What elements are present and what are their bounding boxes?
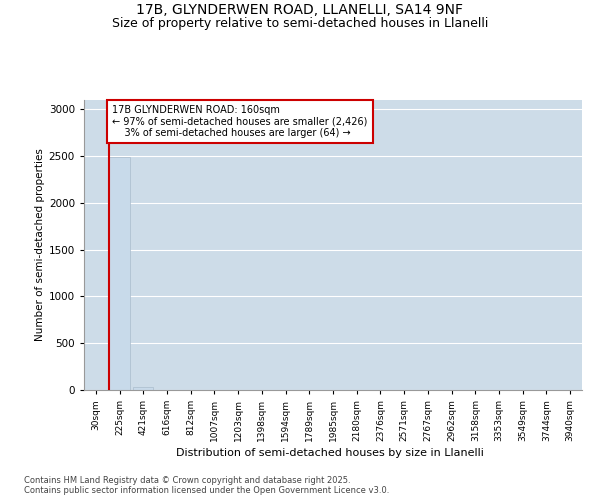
Text: 17B GLYNDERWEN ROAD: 160sqm
← 97% of semi-detached houses are smaller (2,426)
  : 17B GLYNDERWEN ROAD: 160sqm ← 97% of sem… bbox=[112, 104, 368, 138]
Text: Contains HM Land Registry data © Crown copyright and database right 2025.
Contai: Contains HM Land Registry data © Crown c… bbox=[24, 476, 389, 495]
Y-axis label: Number of semi-detached properties: Number of semi-detached properties bbox=[35, 148, 44, 342]
Bar bbox=[133, 388, 154, 390]
Text: Distribution of semi-detached houses by size in Llanelli: Distribution of semi-detached houses by … bbox=[176, 448, 484, 458]
Bar bbox=[109, 157, 130, 390]
Text: Size of property relative to semi-detached houses in Llanelli: Size of property relative to semi-detach… bbox=[112, 18, 488, 30]
Text: 17B, GLYNDERWEN ROAD, LLANELLI, SA14 9NF: 17B, GLYNDERWEN ROAD, LLANELLI, SA14 9NF bbox=[137, 2, 464, 16]
